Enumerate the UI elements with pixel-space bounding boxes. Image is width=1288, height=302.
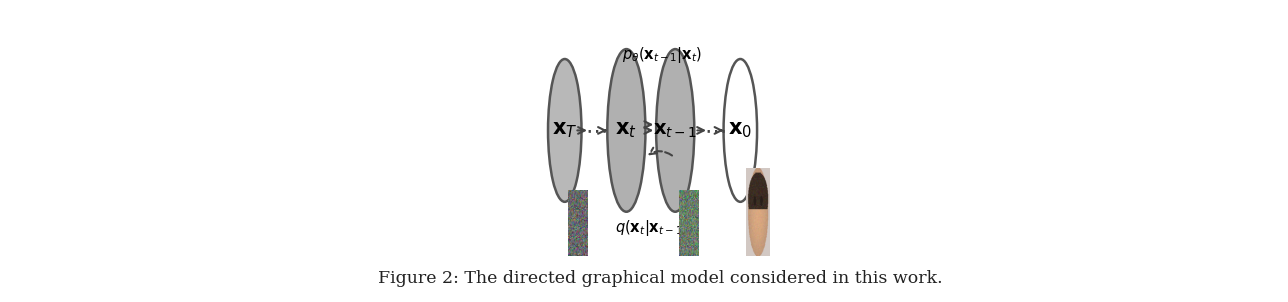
Text: $\mathbf{x}_{t-1}$: $\mathbf{x}_{t-1}$ <box>653 121 697 140</box>
Text: $\mathbf{x}_t$: $\mathbf{x}_t$ <box>616 120 638 140</box>
Text: $q(\mathbf{x}_t|\mathbf{x}_{t-1})$: $q(\mathbf{x}_t|\mathbf{x}_{t-1})$ <box>614 218 688 238</box>
Text: $\mathbf{x}_0$: $\mathbf{x}_0$ <box>728 120 752 140</box>
Text: Figure 2: The directed graphical model considered in this work.: Figure 2: The directed graphical model c… <box>377 270 943 288</box>
Ellipse shape <box>656 49 694 212</box>
Text: $p_\theta(\mathbf{x}_{t-1}|\mathbf{x}_t)$: $p_\theta(\mathbf{x}_{t-1}|\mathbf{x}_t)… <box>622 45 702 65</box>
Ellipse shape <box>724 59 757 202</box>
Ellipse shape <box>608 49 645 212</box>
Text: $\mathbf{x}_T$: $\mathbf{x}_T$ <box>553 120 577 140</box>
Text: $\cdots$: $\cdots$ <box>705 120 726 140</box>
Text: $\cdots$: $\cdots$ <box>585 120 607 140</box>
Ellipse shape <box>547 59 581 202</box>
